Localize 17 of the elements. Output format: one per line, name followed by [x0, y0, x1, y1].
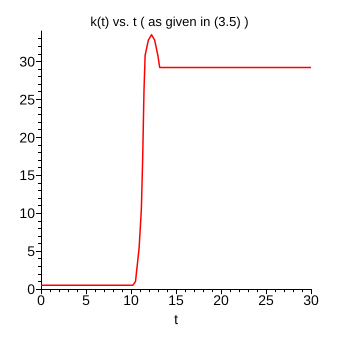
y-tick-label: 20 — [19, 129, 36, 146]
y-tick-label: 25 — [19, 91, 36, 108]
x-tick-label: 25 — [258, 292, 274, 308]
chart-title: k(t) vs. t ( as given in (3.5) ) — [90, 14, 249, 29]
x-tick-label: 20 — [213, 292, 229, 308]
x-tick-label: 15 — [168, 292, 184, 308]
x-tick-label: 10 — [123, 292, 139, 308]
x-tick-label: 0 — [37, 292, 46, 308]
x-axis-title: t — [174, 311, 178, 327]
y-tick-label: 5 — [27, 243, 36, 260]
line-series — [40, 34, 312, 286]
y-tick-label: 15 — [19, 167, 36, 184]
x-tick-label: 30 — [303, 292, 319, 308]
y-tick-label: 0 — [27, 281, 36, 298]
y-tick-label: 30 — [19, 53, 36, 70]
y-tick-label: 10 — [19, 205, 36, 222]
x-tick-label: 5 — [82, 292, 90, 308]
